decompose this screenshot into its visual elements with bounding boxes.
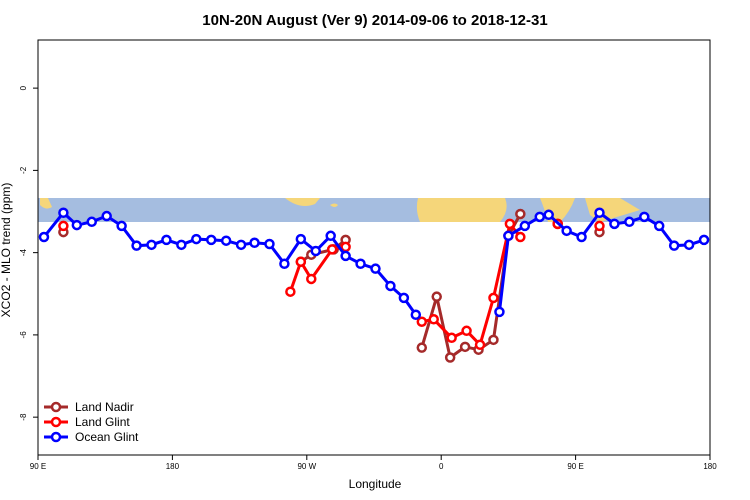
point: [38, 231, 50, 243]
point: [576, 231, 587, 243]
point: [58, 207, 69, 218]
point: [444, 352, 456, 363]
y-tick-label: -4: [19, 249, 28, 257]
point: [58, 220, 69, 232]
point: [519, 220, 531, 232]
y-tick-label: -8: [19, 413, 28, 421]
point: [310, 245, 322, 257]
point: [295, 233, 307, 245]
point: [131, 240, 142, 251]
point: [176, 239, 187, 251]
point: [488, 292, 499, 304]
legend-label: Land Nadir: [75, 400, 134, 414]
point: [534, 211, 546, 223]
y-tick-label: -6: [19, 331, 28, 339]
point: [609, 218, 620, 230]
x-tick-label: 90 E: [567, 462, 583, 471]
point: [461, 325, 472, 337]
point: [220, 235, 232, 246]
point: [594, 207, 605, 218]
point: [494, 306, 505, 318]
point: [326, 244, 338, 255]
point: [446, 332, 457, 344]
x-tick-label: 180: [703, 462, 717, 471]
point: [355, 258, 366, 269]
point: [340, 250, 351, 262]
point: [428, 314, 439, 325]
point: [306, 273, 317, 285]
point: [624, 216, 635, 228]
point: [504, 218, 516, 230]
point: [416, 316, 428, 327]
x-tick-label: 180: [166, 462, 180, 471]
point: [398, 292, 410, 304]
x-tick-label: 0: [439, 462, 444, 471]
point: [264, 238, 275, 250]
point: [235, 239, 247, 251]
point: [410, 309, 422, 320]
point: [161, 234, 172, 246]
y-axis-label: XCO2 - MLO trend (ppm): [0, 183, 13, 318]
legend-marker: [50, 431, 62, 443]
point: [668, 240, 680, 251]
point: [71, 219, 83, 231]
plot-frame: [37, 39, 711, 456]
point: [474, 339, 486, 351]
y-tick-label: -2: [19, 166, 28, 174]
legend-marker: [50, 416, 62, 428]
legend-label: Ocean Glint: [75, 430, 139, 444]
point: [205, 234, 217, 246]
point: [86, 216, 98, 228]
point: [116, 220, 127, 232]
point: [515, 208, 526, 220]
point: [515, 231, 526, 243]
point: [279, 258, 290, 269]
chart-title: 10N-20N August (Ver 9) 2014-09-06 to 201…: [202, 12, 547, 29]
y-tick-label: 0: [19, 85, 28, 90]
point: [249, 237, 260, 249]
point: [285, 286, 296, 297]
x-tick-label: 90 E: [30, 462, 46, 471]
point: [431, 291, 442, 302]
point: [385, 280, 396, 292]
legend-marker: [50, 401, 62, 413]
point: [459, 341, 471, 353]
x-axis-label: Longitude: [349, 477, 402, 491]
point: [594, 220, 605, 232]
point: [325, 230, 336, 242]
point: [416, 342, 428, 353]
x-tick-label: 90 W: [297, 462, 316, 471]
point: [503, 230, 514, 242]
legend-label: Land Glint: [75, 415, 130, 429]
point: [295, 256, 307, 267]
point: [191, 233, 202, 245]
point: [543, 209, 554, 221]
point: [561, 225, 572, 237]
point: [683, 239, 695, 251]
point: [146, 239, 157, 251]
point: [370, 263, 381, 274]
point: [639, 211, 650, 223]
point: [488, 334, 499, 346]
point: [101, 210, 112, 222]
point: [653, 220, 665, 232]
point: [698, 234, 710, 246]
